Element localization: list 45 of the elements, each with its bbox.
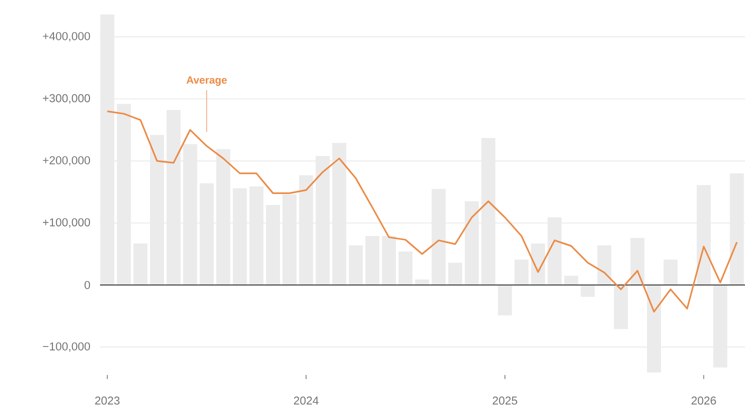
x-tick-label: 2024 <box>294 396 319 405</box>
bar <box>133 243 148 286</box>
bar <box>232 188 247 286</box>
bar <box>564 276 578 286</box>
bar <box>348 245 363 286</box>
text: Average <box>186 76 227 86</box>
bar <box>150 134 164 286</box>
bar <box>382 236 396 286</box>
bar <box>464 201 479 286</box>
bar <box>614 285 628 330</box>
bar <box>183 144 198 286</box>
x-tick-label: 2023 <box>95 396 120 405</box>
bar <box>332 142 346 286</box>
bar <box>597 245 612 286</box>
bar <box>299 175 314 286</box>
x-tick-label: 2026 <box>692 396 716 405</box>
bar <box>282 194 297 286</box>
y-tick-label: +300,000 <box>42 94 90 104</box>
y-tick-label: +400,000 <box>42 32 90 42</box>
bar <box>432 188 446 286</box>
bar <box>630 238 644 286</box>
bar <box>316 156 330 286</box>
y-tick-label: 0 <box>84 280 90 290</box>
bar <box>216 149 230 286</box>
bar <box>498 285 512 316</box>
bar <box>166 110 181 286</box>
bar <box>548 217 562 286</box>
bar <box>664 260 678 286</box>
bar <box>266 204 280 286</box>
bar <box>448 262 462 286</box>
bar <box>481 138 496 286</box>
bar <box>116 104 131 286</box>
bar <box>398 252 413 286</box>
bar <box>200 183 214 286</box>
bar <box>696 185 711 286</box>
y-tick-label: +100,000 <box>42 218 90 228</box>
y-tick-label: +200,000 <box>42 156 90 166</box>
line-series <box>106 110 738 313</box>
bar <box>365 236 380 286</box>
bar <box>580 285 595 297</box>
x-tick-label: 2025 <box>492 396 518 405</box>
bar <box>531 243 546 286</box>
y-tick-label: −100,000 <box>42 342 90 352</box>
bar <box>514 260 528 286</box>
bar <box>249 186 264 286</box>
